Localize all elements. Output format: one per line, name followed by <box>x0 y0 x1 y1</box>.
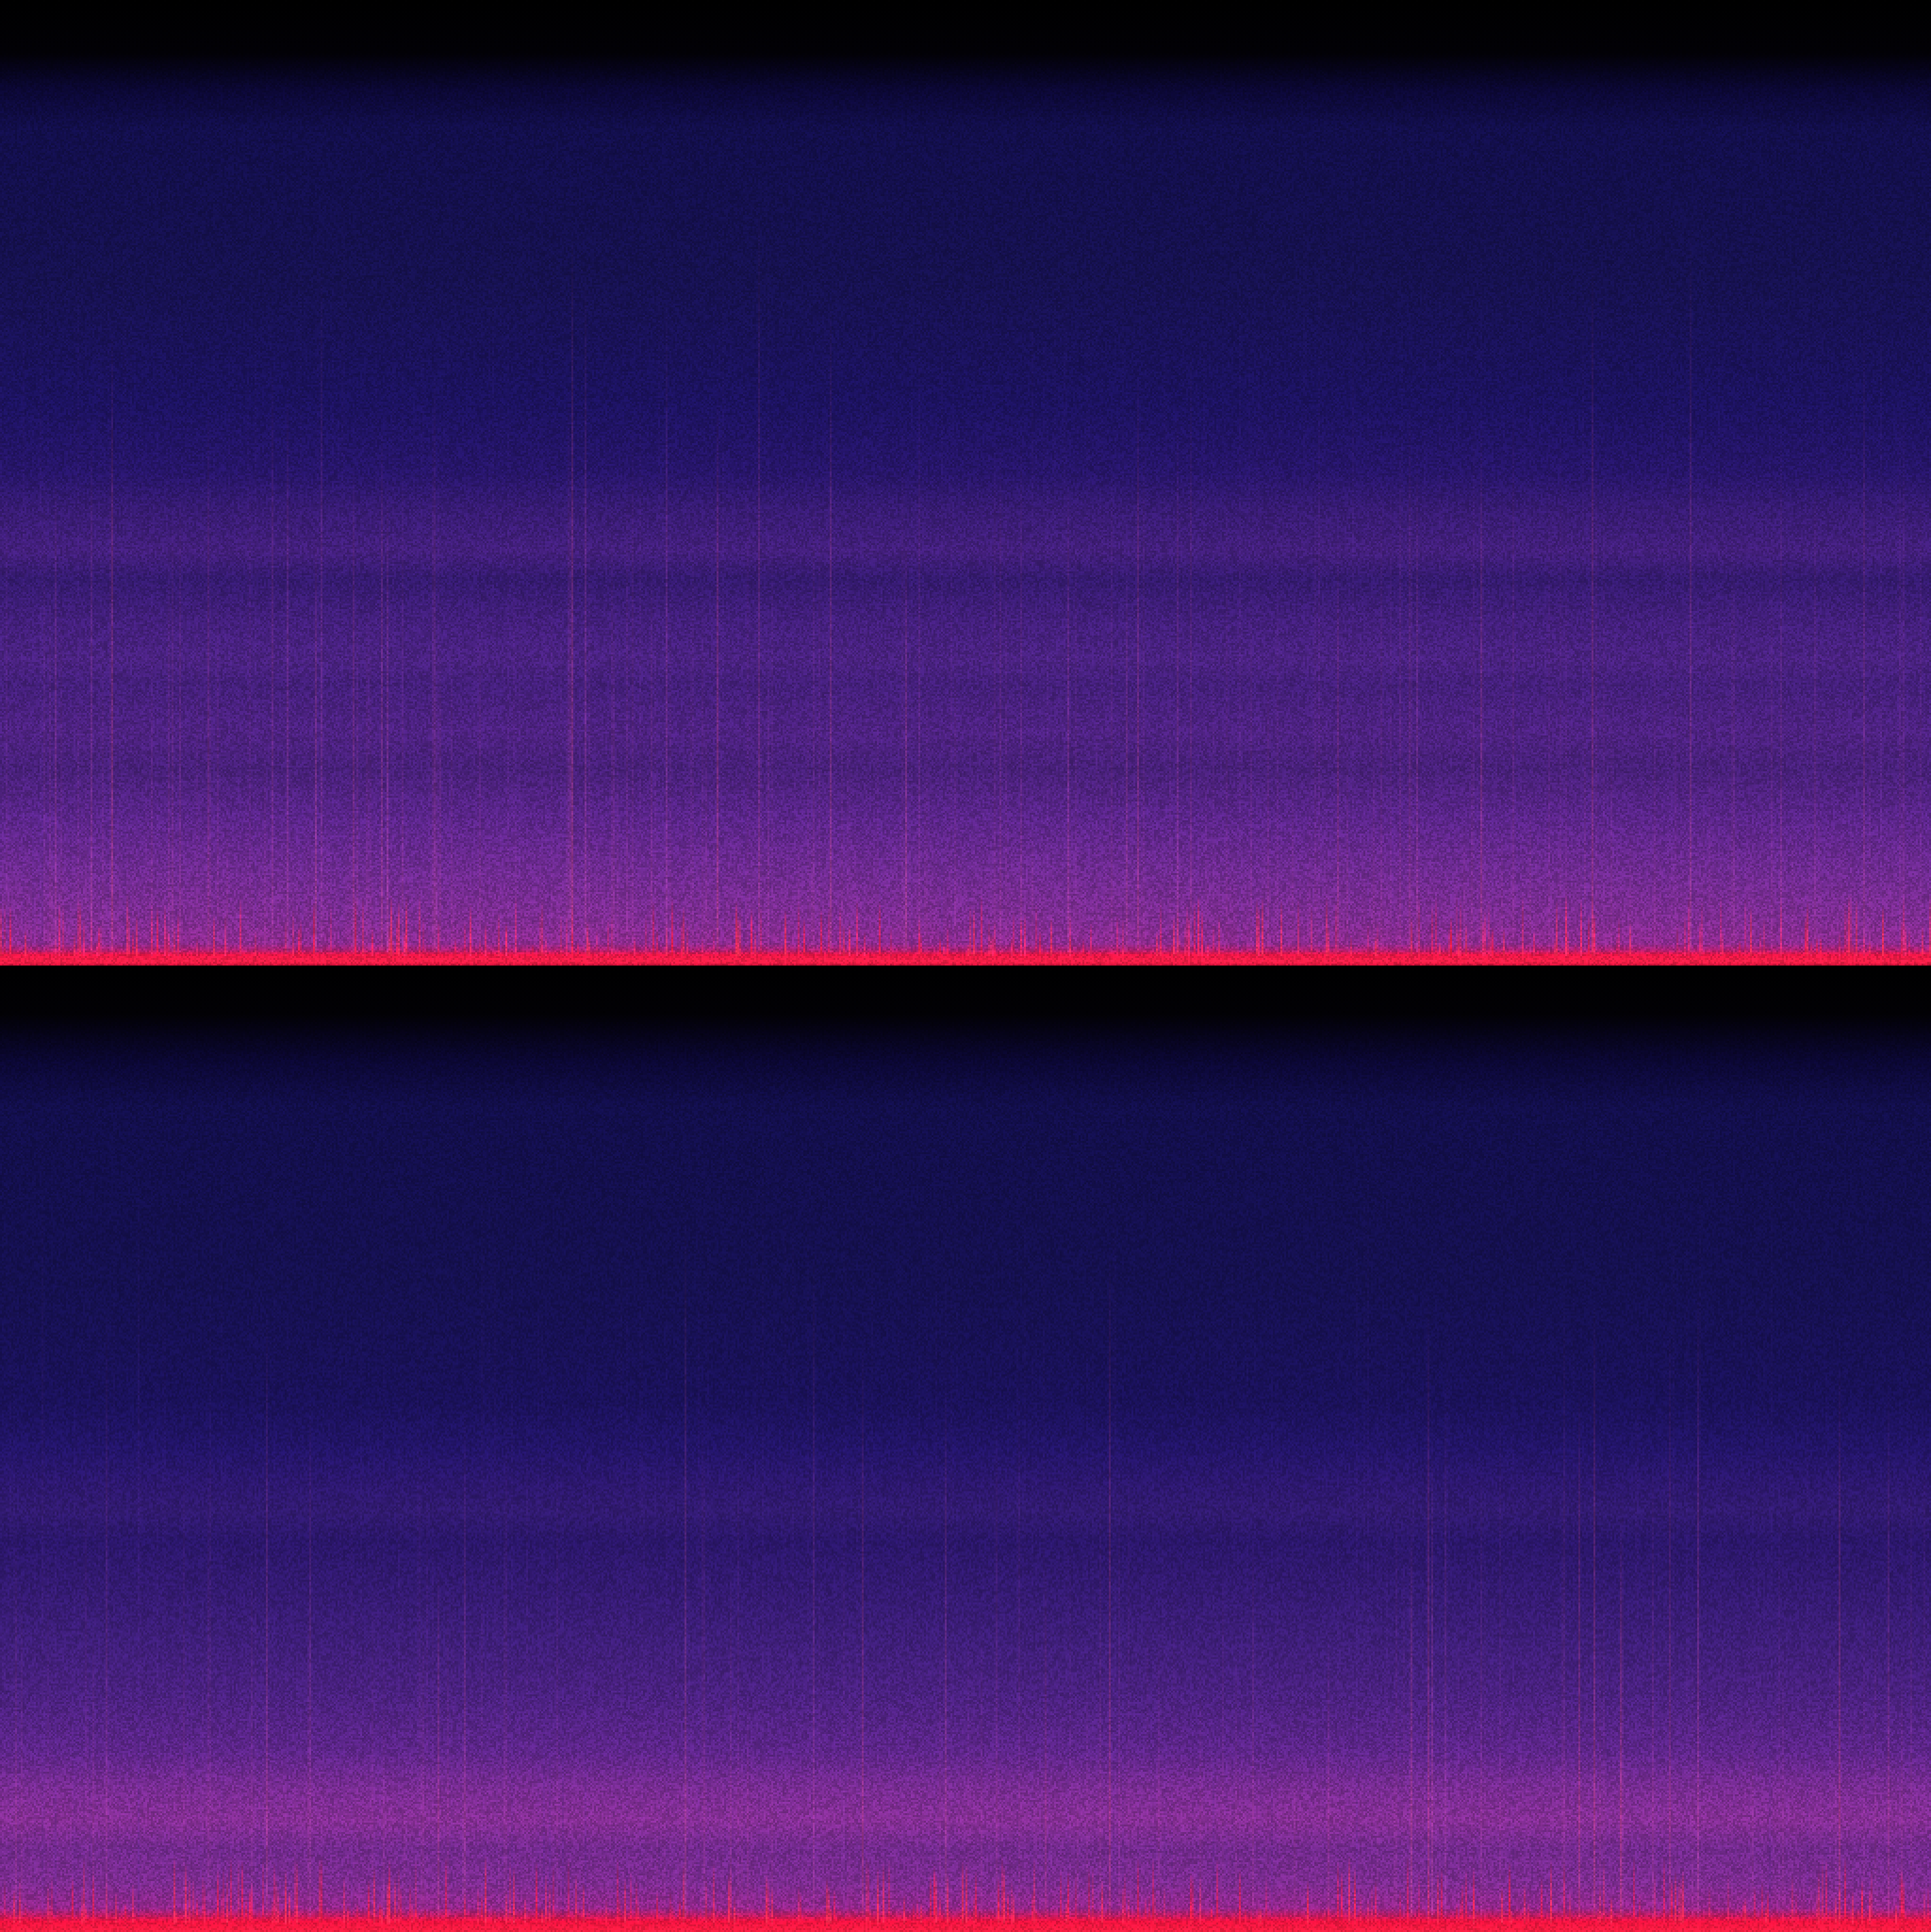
spectrogram-panel-bottom <box>0 966 1931 1932</box>
spectrogram-canvas-bottom <box>0 966 1931 1932</box>
spectrogram-panel-top <box>0 0 1931 966</box>
spectrogram-canvas-top <box>0 0 1931 966</box>
